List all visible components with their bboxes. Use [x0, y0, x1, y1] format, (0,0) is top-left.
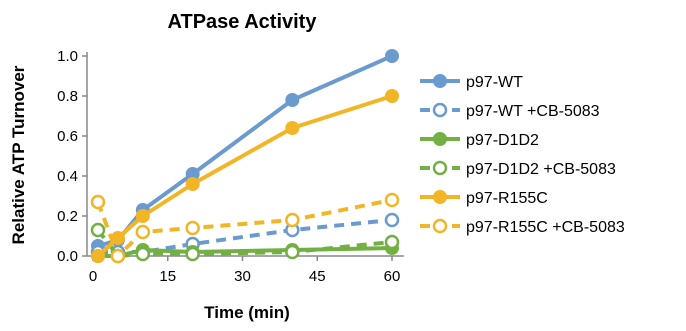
- x-tick-label: 60: [384, 268, 401, 285]
- series-line: [96, 198, 393, 258]
- y-ticks: 0.0 0.2 0.4 0.6 0.8 1.0: [57, 48, 87, 265]
- legend-label: p97-R155C +CB-5083: [466, 219, 625, 236]
- data-point: [285, 121, 300, 135]
- data-point: [185, 177, 200, 191]
- data-point: [385, 49, 399, 63]
- chart-title: ATPase Activity: [168, 11, 318, 33]
- data-point: [285, 93, 300, 107]
- data-point: [110, 248, 126, 264]
- legend-marker: [433, 74, 447, 88]
- data-point: [285, 244, 300, 260]
- y-tick-label: 1.0: [57, 48, 78, 65]
- data-point: [135, 246, 151, 262]
- x-tick-label: 30: [234, 268, 251, 285]
- legend-label: p97-R155C: [466, 190, 548, 207]
- y-tick-label: 0.0: [57, 248, 78, 265]
- legend: p97-WT p97-WT +CB-5083 p97-D1D2 p97-D1D2 +C…: [420, 74, 625, 236]
- data-point: [185, 167, 200, 181]
- data-point: [90, 194, 106, 210]
- data-point: [285, 212, 300, 228]
- y-tick-label: 0.4: [57, 168, 78, 185]
- series-5: [90, 89, 399, 263]
- legend-label: p97-D1D2 +CB-5083: [466, 161, 616, 178]
- series-6: [90, 192, 400, 264]
- legend-item: p97-WT: [420, 74, 523, 91]
- x-tick-label: 15: [159, 268, 176, 285]
- data-point: [90, 222, 106, 238]
- legend-label: p97-WT +CB-5083: [466, 103, 600, 120]
- legend-marker: [432, 160, 448, 176]
- legend-item: p97-WT +CB-5083: [420, 102, 600, 120]
- y-tick-label: 0.6: [57, 128, 78, 145]
- data-point: [384, 192, 400, 208]
- data-point: [135, 224, 151, 240]
- y-tick-label: 0.8: [57, 88, 78, 105]
- legend-marker: [432, 218, 448, 234]
- legend-marker: [433, 132, 447, 146]
- x-tick-label: 0: [89, 268, 97, 285]
- data-point: [90, 249, 105, 263]
- legend-marker: [433, 190, 447, 204]
- data-point: [135, 209, 150, 223]
- data-point: [384, 212, 400, 228]
- data-point: [185, 220, 200, 236]
- legend-label: p97-WT: [466, 74, 523, 91]
- legend-item: p97-D1D2: [420, 132, 539, 149]
- plot-area: [90, 49, 400, 264]
- legend-item: p97-R155C: [420, 190, 548, 207]
- data-point: [185, 246, 200, 262]
- x-axis-label: Time (min): [204, 303, 290, 322]
- series-line: [97, 218, 393, 254]
- series-line: [96, 228, 393, 258]
- legend-marker: [432, 102, 448, 118]
- data-point: [384, 234, 400, 250]
- legend-item: p97-D1D2 +CB-5083: [420, 160, 616, 178]
- y-tick-label: 0.2: [57, 208, 78, 225]
- x-tick-label: 45: [309, 268, 326, 285]
- series-4: [90, 222, 400, 264]
- legend-item: p97-R155C +CB-5083: [420, 218, 625, 236]
- data-point: [385, 89, 399, 103]
- legend-label: p97-D1D2: [466, 132, 539, 149]
- x-ticks: 0 15 30 45 60: [89, 256, 401, 285]
- y-axis-label: Relative ATP Turnover: [9, 65, 28, 244]
